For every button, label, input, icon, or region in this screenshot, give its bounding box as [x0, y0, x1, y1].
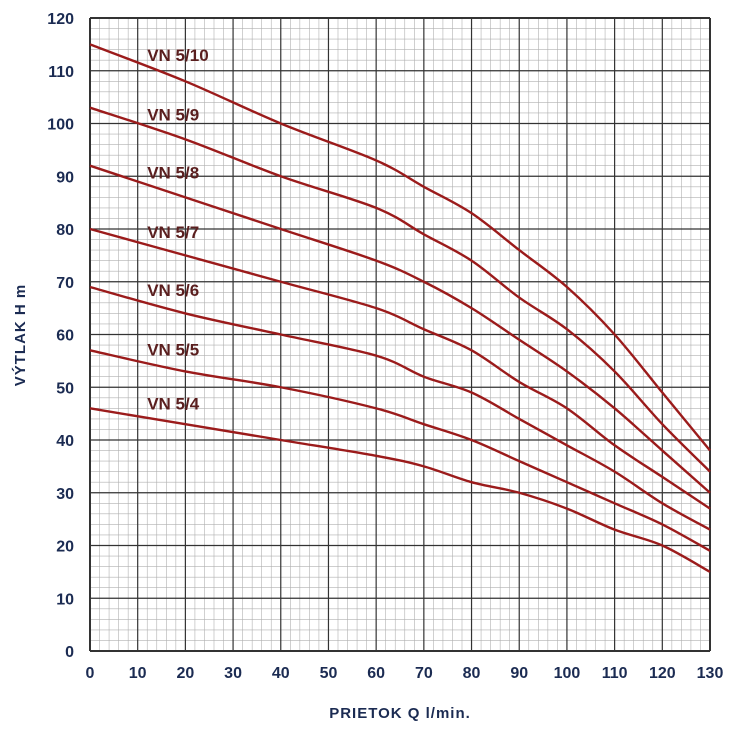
x-tick-label: 120	[649, 665, 676, 682]
x-tick-label: 10	[129, 665, 147, 682]
x-tick-labels: 0 10 20 30 40 50 60 70 80 90 100 110 120 130	[86, 665, 724, 682]
x-tick-label: 40	[272, 665, 290, 682]
y-tick-labels: 0 10 20 30 40 50 60 70 80 90 100 110 120	[47, 11, 74, 661]
series-label: VN 5/10	[147, 46, 208, 65]
y-tick-label: 60	[56, 328, 74, 345]
x-tick-label: 30	[224, 665, 242, 682]
series-line	[89, 227, 711, 510]
x-axis-title: PRIETOK Q l/min.	[329, 705, 471, 722]
x-tick-label: 90	[510, 665, 528, 682]
series-line	[89, 349, 711, 552]
y-tick-label: 10	[56, 591, 74, 608]
y-tick-label: 70	[56, 275, 74, 292]
y-tick-label: 50	[56, 380, 74, 397]
y-tick-label: 80	[56, 222, 74, 239]
y-tick-label: 110	[48, 64, 74, 81]
series-label: VN 5/4	[147, 395, 200, 414]
x-tick-label: 110	[602, 665, 628, 682]
y-tick-label: 90	[56, 169, 74, 186]
series-lines	[89, 43, 711, 573]
x-tick-label: 20	[176, 665, 194, 682]
x-tick-label: 0	[86, 665, 95, 682]
x-tick-label: 60	[367, 665, 385, 682]
series-line	[89, 164, 711, 494]
series-label: VN 5/8	[147, 163, 199, 182]
x-tick-label: 70	[415, 665, 433, 682]
series-line	[89, 285, 711, 531]
series-line	[89, 407, 711, 573]
series-labels: VN 5/10 VN 5/9 VN 5/8 VN 5/7 VN 5/6 VN 5/5 VN …	[147, 46, 208, 414]
series-line	[89, 106, 711, 473]
y-tick-label: 20	[56, 539, 74, 556]
x-tick-label: 100	[554, 665, 581, 682]
y-tick-label: 0	[65, 644, 74, 661]
x-tick-label: 130	[697, 665, 724, 682]
y-tick-label: 30	[56, 486, 74, 503]
y-tick-label: 40	[56, 433, 74, 450]
series-line	[89, 43, 711, 452]
series-label: VN 5/7	[147, 223, 199, 242]
y-axis-title: VÝTLAK H m	[11, 284, 29, 387]
series-label: VN 5/6	[147, 281, 199, 300]
series-label: VN 5/9	[147, 105, 199, 124]
x-tick-label: 50	[320, 665, 338, 682]
y-tick-label: 120	[47, 11, 74, 28]
y-tick-label: 100	[47, 117, 74, 134]
x-tick-label: 80	[463, 665, 481, 682]
series-label: VN 5/5	[147, 341, 199, 360]
